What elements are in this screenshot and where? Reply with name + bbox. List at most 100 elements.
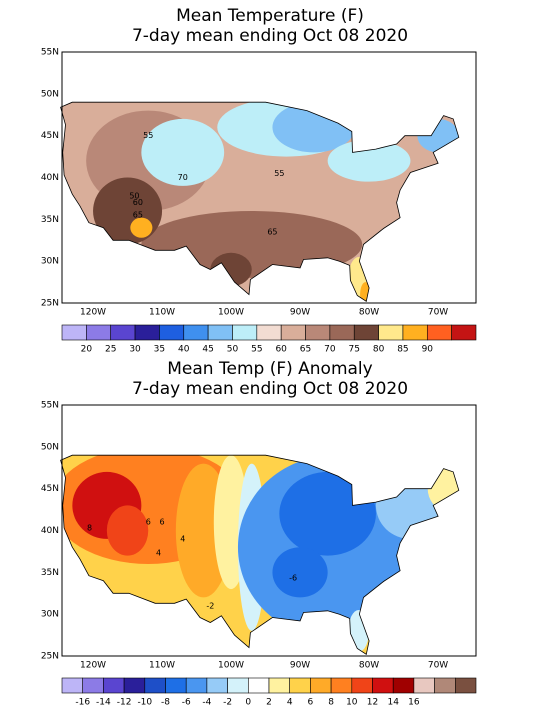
colorbar-swatch xyxy=(310,677,332,694)
colorbar-label: -10 xyxy=(137,698,152,708)
map-title: 7-day mean ending Oct 08 2020 xyxy=(132,379,408,399)
colorbar-swatch xyxy=(232,324,258,341)
lon-label: 110W xyxy=(149,661,175,671)
colorbar-swatch xyxy=(268,677,291,694)
colorbar-swatch xyxy=(227,677,249,694)
contour-label: 55 xyxy=(274,169,284,178)
colorbar-swatch xyxy=(61,324,87,341)
colorbar-swatch xyxy=(86,324,112,341)
colorbar-swatch xyxy=(392,677,415,694)
lat-label: 40N xyxy=(41,526,59,536)
contour-label: 6 xyxy=(160,518,165,527)
region xyxy=(106,505,149,556)
colorbar-label: 14 xyxy=(387,698,399,708)
colorbar-swatch xyxy=(206,677,228,694)
contour-label: 4 xyxy=(156,549,161,558)
contour-label: 65 xyxy=(267,227,277,236)
colorbar-swatch xyxy=(413,677,435,694)
region xyxy=(327,139,411,182)
colorbar-swatch xyxy=(165,677,187,694)
lat-label: 45N xyxy=(41,131,59,141)
colorbar-swatch xyxy=(454,677,477,694)
lon-label: 90W xyxy=(290,661,310,671)
colorbar-label: 10 xyxy=(346,698,358,708)
colorbar-label: 85 xyxy=(397,345,408,355)
lon-label: 80W xyxy=(359,661,379,671)
lon-label: 80W xyxy=(359,308,379,318)
colorbar-label: 50 xyxy=(227,345,239,355)
colorbar-label: -2 xyxy=(223,698,232,708)
colorbar-swatch xyxy=(426,324,452,341)
contour-label: -2 xyxy=(206,601,214,610)
region xyxy=(272,547,328,598)
colorbar-swatch xyxy=(280,324,306,341)
contour-label: 55 xyxy=(143,131,153,140)
contour-label: 70 xyxy=(178,173,188,182)
lat-label: 50N xyxy=(41,89,59,99)
map-frame xyxy=(61,404,477,657)
colorbar-label: 20 xyxy=(81,345,93,355)
colorbar-label: 70 xyxy=(324,345,336,355)
colorbar-label: 75 xyxy=(349,345,360,355)
colorbar-swatch xyxy=(110,324,136,341)
colorbar-label: 40 xyxy=(178,345,190,355)
colorbar-label: 80 xyxy=(373,345,385,355)
colorbar-swatch xyxy=(256,324,282,341)
colorbar-swatch xyxy=(434,677,456,694)
colorbar-swatch xyxy=(123,677,146,694)
contour-label: 8 xyxy=(87,523,92,532)
colorbar-swatch xyxy=(305,324,331,341)
colorbar-label: 90 xyxy=(422,345,434,355)
map-fills xyxy=(60,455,459,655)
map-title: Mean Temperature (F) xyxy=(176,6,364,26)
colorbar-swatch xyxy=(353,324,379,341)
colorbar-swatch xyxy=(159,324,185,341)
colorbar-label: 4 xyxy=(287,698,293,708)
colorbar-label: 25 xyxy=(105,345,116,355)
contour-label: 60 xyxy=(133,198,143,207)
lon-label: 70W xyxy=(428,661,448,671)
colorbar-swatch xyxy=(207,324,233,341)
lon-label: 70W xyxy=(428,308,448,318)
lat-label: 30N xyxy=(41,610,59,620)
colorbar-swatch xyxy=(378,324,404,341)
contour-label: 65 xyxy=(133,211,143,220)
lat-label: 55N xyxy=(41,401,59,411)
region xyxy=(141,118,225,186)
colorbar-swatch xyxy=(144,677,166,694)
colorbar-label: 30 xyxy=(129,345,141,355)
lat-label: 30N xyxy=(41,257,59,267)
colorbar-label: 6 xyxy=(308,698,314,708)
colorbar-swatch xyxy=(248,677,270,694)
contour-label: 6 xyxy=(146,518,151,527)
colorbar-label: 55 xyxy=(251,345,262,355)
map-title: 7-day mean ending Oct 08 2020 xyxy=(132,26,408,46)
colorbar-swatch xyxy=(61,677,84,694)
colorbar-swatch xyxy=(185,677,208,694)
map-frame xyxy=(61,51,477,304)
colorbar-swatch xyxy=(451,324,477,341)
colorbar-swatch xyxy=(329,324,355,341)
map-panel: Mean Temperature (F)7-day mean ending Oc… xyxy=(41,6,477,355)
colorbar-label: 65 xyxy=(300,345,311,355)
colorbar-label: 45 xyxy=(202,345,213,355)
lon-label: 120W xyxy=(80,308,106,318)
lat-label: 35N xyxy=(41,568,59,578)
colorbar-label: 60 xyxy=(275,345,287,355)
lon-label: 90W xyxy=(290,308,310,318)
lon-label: 100W xyxy=(218,308,244,318)
colorbar-swatch xyxy=(183,324,209,341)
colorbar-swatch xyxy=(134,324,160,341)
region xyxy=(130,217,153,238)
contour-label: 4 xyxy=(180,534,185,543)
colorbar-swatch xyxy=(289,677,311,694)
lat-label: 45N xyxy=(41,484,59,494)
colorbar-label: 2 xyxy=(266,698,272,708)
lon-label: 110W xyxy=(149,308,175,318)
colorbar-swatch xyxy=(103,677,125,694)
country-outline xyxy=(60,454,460,655)
colorbar-label: -6 xyxy=(182,698,191,708)
lat-label: 40N xyxy=(41,173,59,183)
